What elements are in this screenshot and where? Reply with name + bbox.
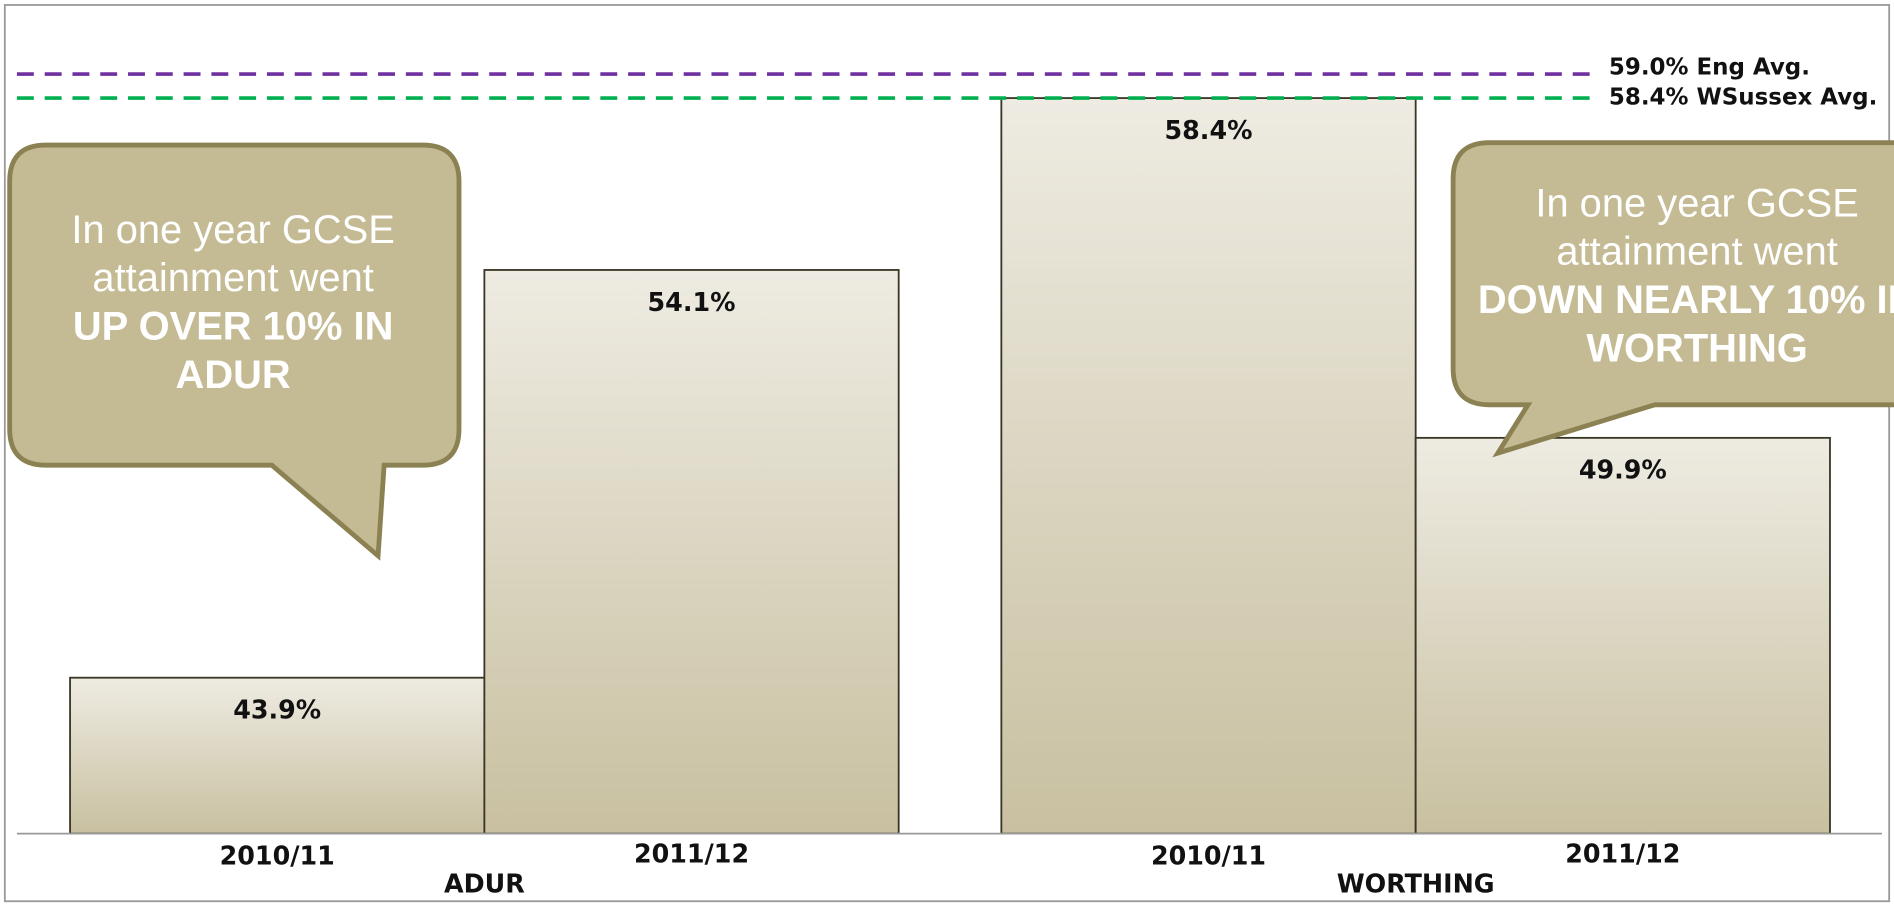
data-label: 58.4% bbox=[1165, 115, 1253, 145]
bar bbox=[483, 269, 900, 835]
group-label: ADUR bbox=[444, 869, 525, 899]
callout-text: In one year GCSE attainment went bbox=[1535, 179, 1859, 273]
data-label: 43.9% bbox=[233, 695, 321, 725]
callout-shape bbox=[1450, 140, 1894, 458]
x-tick-label: 2011/12 bbox=[634, 838, 749, 868]
chart-border bbox=[3, 4, 1891, 903]
x-tick-label: 2011/12 bbox=[1565, 838, 1680, 868]
callout-emphasis: UP OVER 10% IN ADUR bbox=[72, 303, 394, 397]
bar bbox=[69, 676, 486, 835]
callout-emphasis: DOWN NEARLY 10% IN WORTHING bbox=[1477, 276, 1894, 370]
reference-label: 59.0% Eng Avg. bbox=[1609, 55, 1810, 81]
x-tick-label: 2010/11 bbox=[220, 841, 335, 871]
bar bbox=[1414, 436, 1831, 835]
group-label: WORTHING bbox=[1337, 869, 1495, 899]
data-label: 54.1% bbox=[648, 287, 736, 317]
reference-label: 58.4% WSussex Avg. bbox=[1609, 85, 1877, 111]
callout-shape bbox=[7, 142, 462, 561]
x-tick-label: 2010/11 bbox=[1151, 841, 1266, 871]
callout-text: In one year GCSE attainment went bbox=[71, 206, 395, 300]
data-label: 49.9% bbox=[1579, 455, 1667, 485]
bar bbox=[1000, 97, 1417, 835]
